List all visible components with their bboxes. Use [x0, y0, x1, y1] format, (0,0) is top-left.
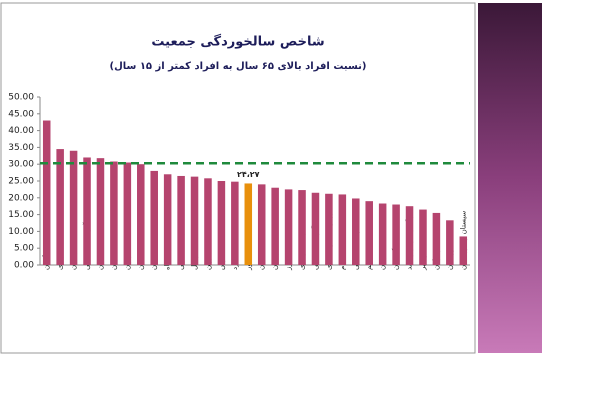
y-tick-label: 20.00 — [8, 193, 34, 203]
bar — [137, 164, 145, 265]
bar — [190, 176, 199, 265]
y-tick-label: 30.00 — [8, 160, 34, 170]
bar — [257, 184, 266, 265]
bar — [352, 198, 360, 265]
bar — [42, 120, 51, 266]
y-tick-label: 45.00 — [8, 109, 34, 119]
bar — [271, 187, 279, 265]
bar — [405, 206, 414, 265]
bar — [298, 190, 306, 265]
bar — [56, 149, 64, 265]
y-tick-label: 0.00 — [14, 261, 34, 271]
bar — [378, 203, 387, 265]
bar — [311, 192, 320, 265]
y-tick-label: 10.00 — [8, 227, 34, 237]
bar — [244, 183, 253, 265]
bar — [338, 194, 347, 265]
chart-subtitle: (نسبت افراد بالای ۶۵ سال به افراد کمتر ا… — [109, 61, 366, 72]
y-tick-label: 5.00 — [14, 244, 34, 254]
x-tick-label: قم — [365, 262, 373, 270]
bar — [392, 204, 400, 265]
y-tick-label: 50.00 — [8, 93, 34, 103]
bar — [96, 158, 105, 265]
x-tick-label: یزد — [231, 261, 239, 270]
bar — [325, 193, 333, 265]
bar — [459, 236, 468, 265]
bar — [204, 178, 212, 265]
value-label: ۲۴،۲۷ — [237, 170, 260, 179]
bar — [83, 157, 91, 265]
bar — [284, 189, 293, 265]
chart-title: شاخص سالخوردگی جمعیت — [151, 34, 324, 50]
bar — [177, 175, 185, 265]
y-tick-label: 35.00 — [8, 143, 34, 153]
bar — [217, 181, 226, 265]
bar — [150, 170, 158, 265]
bar — [110, 161, 118, 265]
y-tick-label: 15.00 — [8, 210, 34, 220]
bar — [163, 174, 172, 265]
chart-frame — [0, 2, 476, 354]
bar — [432, 212, 441, 265]
side-panel — [478, 3, 542, 353]
bar — [419, 209, 427, 265]
y-tick-label: 25.00 — [8, 177, 34, 187]
bar — [231, 181, 239, 265]
bar — [446, 220, 454, 265]
bar — [69, 150, 78, 265]
y-tick-label: 40.00 — [8, 126, 34, 136]
bar — [123, 162, 132, 265]
bar — [365, 201, 373, 265]
